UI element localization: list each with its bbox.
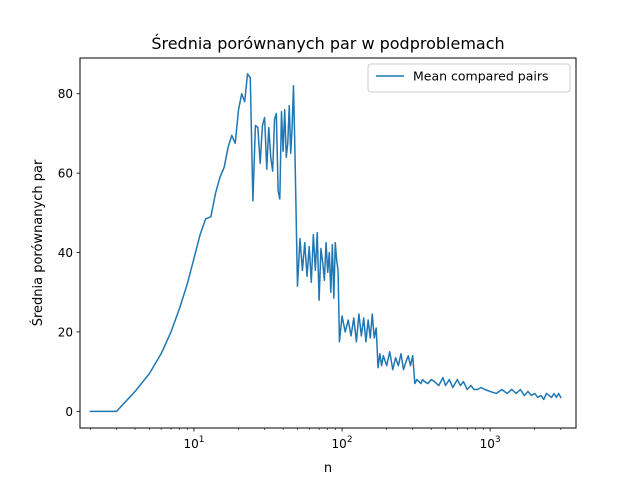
- legend-box: [367, 63, 571, 93]
- y-tick-label: 60: [58, 167, 73, 181]
- x-tick-label: 101: [183, 435, 204, 451]
- series-line-0: [89, 73, 562, 413]
- y-tick-label: 80: [58, 87, 73, 101]
- y-axis-label: Średnia porównanych par: [30, 159, 46, 326]
- x-axis-label: n: [324, 461, 332, 476]
- y-tick-label: 40: [58, 246, 73, 260]
- x-tick-label: 103: [480, 435, 501, 451]
- plot-area: [89, 73, 562, 413]
- axis-ticks: 101 102 103 0 20 40 60 80: [58, 87, 562, 451]
- legend-entry-label: Mean compared pairs: [413, 69, 549, 84]
- chart-title: Średnia porównanych par w podproblemach: [151, 34, 504, 53]
- x-tick-label: 102: [332, 435, 353, 451]
- y-tick-label: 0: [65, 405, 73, 419]
- axes-frame: [79, 57, 577, 429]
- y-tick-label: 20: [58, 325, 73, 339]
- legend: Mean compared pairs: [367, 63, 571, 93]
